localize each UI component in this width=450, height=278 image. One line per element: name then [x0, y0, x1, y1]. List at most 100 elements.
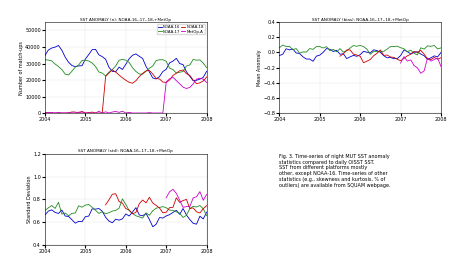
NOAA-17	[143, 70, 148, 73]
NOAA-18	[103, 75, 108, 78]
MetOp-A	[99, 111, 105, 115]
NOAA-16	[66, 61, 71, 64]
MetOp-A	[180, 85, 186, 89]
MetOp-A	[79, 110, 85, 114]
NOAA-17	[90, 61, 95, 65]
NOAA-18	[190, 78, 196, 82]
MetOp-A	[117, 111, 122, 114]
NOAA-17	[153, 59, 159, 62]
NOAA-16	[117, 65, 122, 69]
MetOp-A	[42, 111, 48, 115]
MetOp-A	[153, 111, 159, 115]
NOAA-16	[160, 70, 166, 73]
NOAA-17	[52, 62, 58, 66]
Title: SST ANOMALY (n): NOAA-16,-17,-18,+MetOp: SST ANOMALY (n): NOAA-16,-17,-18,+MetOp	[80, 18, 171, 22]
NOAA-16	[56, 44, 61, 47]
NOAA-18	[143, 69, 148, 73]
NOAA-17	[184, 64, 189, 68]
NOAA-18	[184, 72, 189, 75]
NOAA-17	[140, 73, 145, 76]
NOAA-18	[187, 74, 193, 77]
NOAA-16	[126, 57, 132, 60]
NOAA-17	[49, 59, 54, 63]
MetOp-A	[103, 110, 108, 113]
MetOp-A	[143, 111, 148, 115]
NOAA-17	[99, 71, 105, 75]
MetOp-A	[120, 110, 125, 113]
MetOp-A	[123, 111, 129, 115]
NOAA-18	[160, 80, 166, 84]
NOAA-17	[63, 73, 68, 76]
NOAA-17	[96, 70, 102, 74]
NOAA-18	[83, 111, 88, 115]
NOAA-16	[170, 59, 176, 63]
MetOp-A	[150, 111, 155, 115]
MetOp-A	[140, 111, 145, 115]
Text: Fig. 3. Time-series of night MUT SST anomaly
statistics compared to daily OISST : Fig. 3. Time-series of night MUT SST ano…	[279, 154, 391, 188]
NOAA-17	[106, 71, 112, 74]
NOAA-17	[177, 71, 182, 74]
Title: SST ANOMALY (std): NOAA-16,-17,-18,+MetOp: SST ANOMALY (std): NOAA-16,-17,-18,+MetO…	[78, 150, 173, 153]
NOAA-17	[190, 58, 196, 61]
NOAA-17	[197, 58, 202, 61]
NOAA-16	[150, 76, 155, 80]
MetOp-A	[177, 82, 182, 86]
MetOp-A	[69, 111, 75, 115]
NOAA-16	[194, 79, 199, 82]
NOAA-16	[52, 45, 58, 49]
MetOp-A	[49, 111, 54, 114]
NOAA-18	[93, 111, 98, 115]
NOAA-18	[113, 70, 118, 74]
NOAA-17	[93, 65, 98, 68]
NOAA-17	[130, 66, 135, 70]
NOAA-18	[86, 111, 91, 114]
Legend: NOAA-16, NOAA-17, NOAA-18, MetOp-A: NOAA-16, NOAA-17, NOAA-18, MetOp-A	[157, 24, 205, 34]
NOAA-16	[143, 65, 148, 68]
NOAA-18	[204, 75, 209, 79]
NOAA-18	[59, 111, 64, 115]
NOAA-17	[133, 70, 139, 73]
MetOp-A	[45, 111, 51, 114]
NOAA-16	[187, 75, 193, 78]
NOAA-18	[66, 111, 71, 115]
NOAA-17	[66, 73, 71, 77]
NOAA-17	[201, 61, 206, 65]
NOAA-17	[174, 71, 179, 75]
NOAA-17	[204, 66, 209, 69]
NOAA-16	[147, 70, 152, 74]
NOAA-16	[177, 62, 182, 65]
NOAA-17	[123, 59, 129, 62]
NOAA-17	[103, 74, 108, 78]
MetOp-A	[56, 111, 61, 114]
NOAA-18	[117, 73, 122, 77]
NOAA-18	[177, 69, 182, 72]
MetOp-A	[72, 111, 78, 115]
NOAA-16	[110, 70, 115, 73]
MetOp-A	[113, 110, 118, 113]
NOAA-17	[76, 63, 81, 67]
NOAA-16	[133, 52, 139, 56]
NOAA-18	[76, 111, 81, 115]
NOAA-16	[59, 48, 64, 52]
NOAA-16	[69, 64, 75, 67]
NOAA-16	[83, 57, 88, 61]
NOAA-18	[45, 111, 51, 115]
MetOp-A	[157, 111, 162, 115]
NOAA-18	[106, 71, 112, 75]
NOAA-17	[83, 59, 88, 62]
NOAA-16	[86, 53, 91, 56]
MetOp-A	[147, 111, 152, 114]
NOAA-17	[160, 58, 166, 61]
NOAA-18	[120, 76, 125, 80]
NOAA-16	[190, 79, 196, 82]
Title: SST ANOMALY (bias): NOAA-16,-17,-18,+MetOp: SST ANOMALY (bias): NOAA-16,-17,-18,+Met…	[312, 18, 409, 22]
Line: NOAA-18: NOAA-18	[45, 70, 207, 113]
NOAA-17	[72, 65, 78, 69]
NOAA-16	[180, 63, 186, 66]
NOAA-16	[120, 68, 125, 71]
NOAA-16	[113, 70, 118, 73]
MetOp-A	[167, 77, 172, 80]
NOAA-17	[137, 72, 142, 76]
NOAA-17	[167, 66, 172, 70]
NOAA-17	[157, 58, 162, 61]
